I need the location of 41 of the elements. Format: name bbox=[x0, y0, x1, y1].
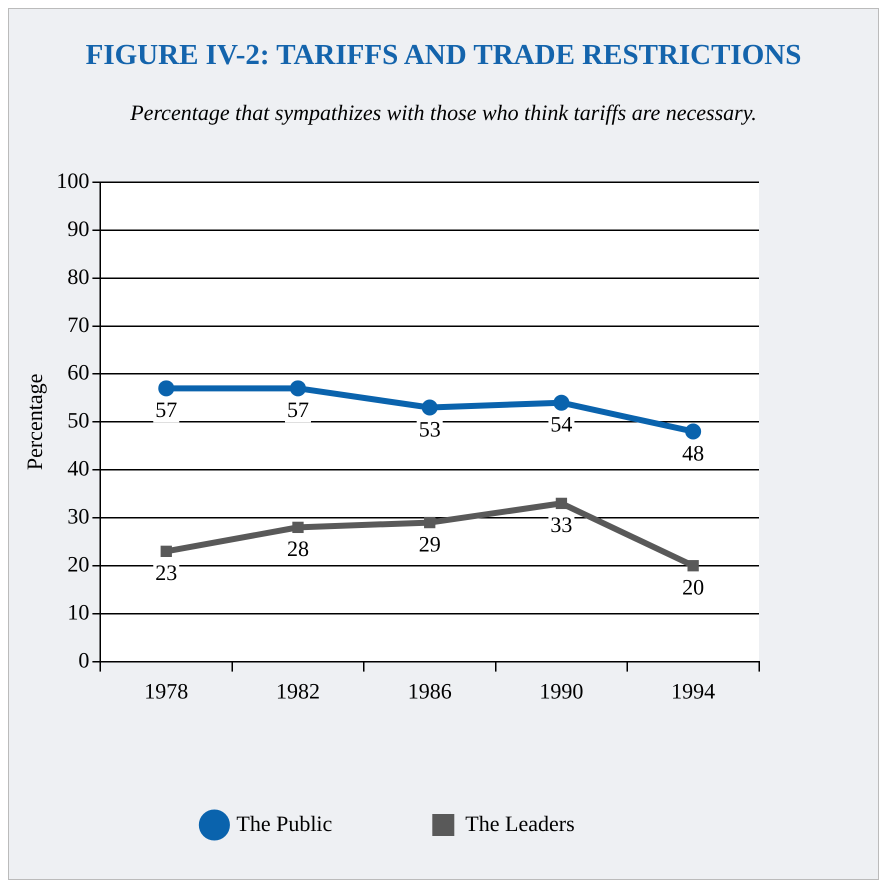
y-tick-label: 30 bbox=[67, 504, 90, 529]
chart-title: FIGURE IV-2: TARIFFS AND TRADE RESTRICTIONS bbox=[84, 38, 802, 72]
y-tick-label: 90 bbox=[67, 216, 90, 241]
legend-label: The Leaders bbox=[465, 810, 575, 836]
data-label: 53 bbox=[418, 416, 441, 442]
y-tick-label: 10 bbox=[67, 599, 90, 624]
y-tick-label: 40 bbox=[67, 456, 90, 481]
chart-subtitle: Percentage that sympathizes with those who think tariffs are necessary. bbox=[129, 100, 758, 126]
data-label: 57 bbox=[155, 397, 178, 422]
y-tick-label: 70 bbox=[67, 312, 90, 337]
point bbox=[424, 516, 436, 528]
y-tick-label: 50 bbox=[67, 408, 90, 433]
point bbox=[292, 522, 304, 534]
y-tick-label: 20 bbox=[67, 552, 90, 576]
point bbox=[685, 423, 702, 440]
data-label: 57 bbox=[286, 397, 309, 422]
data-label: 29 bbox=[418, 531, 441, 556]
point bbox=[422, 400, 438, 416]
y-tick-label: 0 bbox=[78, 647, 90, 672]
y-tick-label: 100 bbox=[56, 168, 90, 193]
point bbox=[553, 394, 570, 411]
data-label: 20 bbox=[682, 574, 704, 600]
data-label: 33 bbox=[550, 512, 572, 538]
point bbox=[290, 380, 306, 396]
y-tick-label: 60 bbox=[67, 360, 90, 385]
x-tick-label: 1990 bbox=[539, 678, 584, 704]
y-axis-title: Percentage bbox=[22, 374, 47, 470]
y-tick-label: 80 bbox=[67, 264, 90, 289]
x-tick-label: 1994 bbox=[671, 678, 716, 704]
point bbox=[687, 560, 699, 572]
data-label: 48 bbox=[682, 440, 704, 466]
x-tick-label: 1978 bbox=[144, 678, 188, 704]
data-label: 23 bbox=[155, 560, 178, 586]
x-tick-label: 1986 bbox=[408, 678, 452, 704]
point bbox=[556, 498, 568, 510]
point bbox=[160, 546, 172, 557]
point bbox=[158, 380, 174, 396]
legend-label: The Public bbox=[236, 810, 333, 836]
x-tick-label: 1982 bbox=[276, 678, 320, 704]
data-label: 28 bbox=[286, 536, 309, 562]
data-label: 54 bbox=[550, 412, 572, 437]
